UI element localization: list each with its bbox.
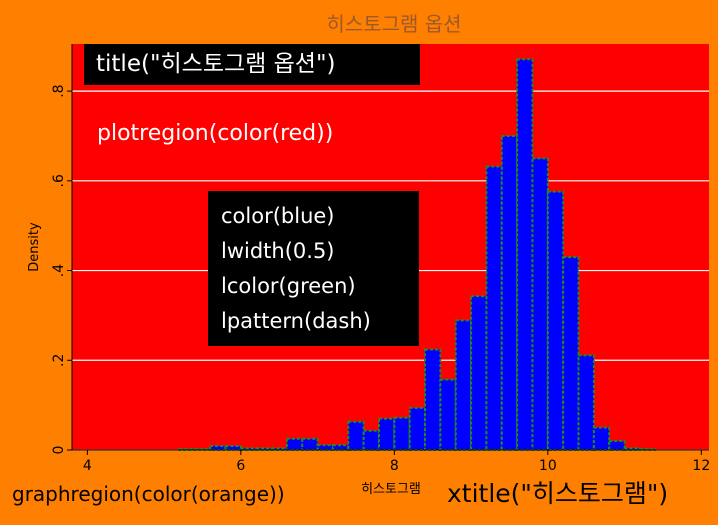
- histogram-bar: [209, 444, 227, 452]
- histogram-bar: [439, 378, 457, 452]
- graphregion-option-annotation: graphregion(color(orange)): [12, 482, 285, 506]
- bar-option-color: color(blue): [221, 204, 335, 228]
- x-tick-label: 4: [83, 458, 92, 474]
- x-axis: 4 6 8 10 12: [72, 449, 710, 474]
- histogram-bar: [592, 426, 611, 451]
- histogram-bar: [500, 134, 519, 451]
- histogram-bar: [362, 429, 380, 451]
- histogram-bar: [285, 437, 304, 451]
- histogram-bar: [408, 406, 427, 451]
- bar-option-lwidth: lwidth(0.5): [221, 239, 335, 263]
- x-tick-label: 8: [390, 458, 399, 474]
- bar-options-annotation: color(blue) lwidth(0.5) lcolor(green) lp…: [208, 191, 419, 346]
- y-tick-label: .2: [51, 354, 67, 367]
- xtitle-option-annotation: xtitle("히스토그램"): [447, 479, 669, 508]
- x-axis-title: 히스토그램: [361, 482, 421, 497]
- histogram-bar: [331, 444, 350, 451]
- y-axis: 0 .2 .4 .6 .8: [51, 44, 73, 455]
- plotregion-option-annotation: plotregion(color(red)): [97, 121, 334, 146]
- histogram-bar: [393, 416, 411, 451]
- histogram-bar: [577, 354, 595, 451]
- histogram-bar: [301, 437, 319, 451]
- histogram-bar: [470, 295, 488, 451]
- bar-option-lpattern: lpattern(dash): [221, 309, 371, 333]
- y-tick-label: .6: [51, 174, 67, 187]
- histogram-bar: [516, 58, 534, 451]
- histogram-bar: [608, 440, 626, 451]
- chart-title: 히스토그램 옵션: [326, 12, 461, 36]
- histogram-bar: [316, 444, 334, 451]
- histogram-bar: [531, 157, 549, 451]
- histogram-bar: [454, 319, 473, 452]
- histogram-bar: [377, 417, 396, 451]
- x-tick-label: 10: [539, 458, 557, 474]
- histogram-bar: [485, 165, 503, 451]
- x-tick-label: 6: [236, 458, 245, 474]
- histogram-bar: [424, 348, 442, 452]
- histogram-bars: [178, 58, 657, 452]
- y-axis-title: Density: [27, 222, 42, 272]
- y-tick-label: .8: [51, 84, 67, 97]
- histogram-bar: [347, 420, 365, 452]
- y-tick-label: .4: [51, 264, 67, 277]
- bar-option-lcolor: lcolor(green): [221, 274, 356, 298]
- y-tick-label: 0: [51, 446, 67, 455]
- histogram-bar: [562, 256, 580, 452]
- histogram-bar: [546, 190, 565, 451]
- x-tick-label: 12: [692, 458, 710, 474]
- title-option-annotation: title("히스토그램 옵션"): [84, 44, 420, 85]
- histogram-bar: [224, 444, 242, 452]
